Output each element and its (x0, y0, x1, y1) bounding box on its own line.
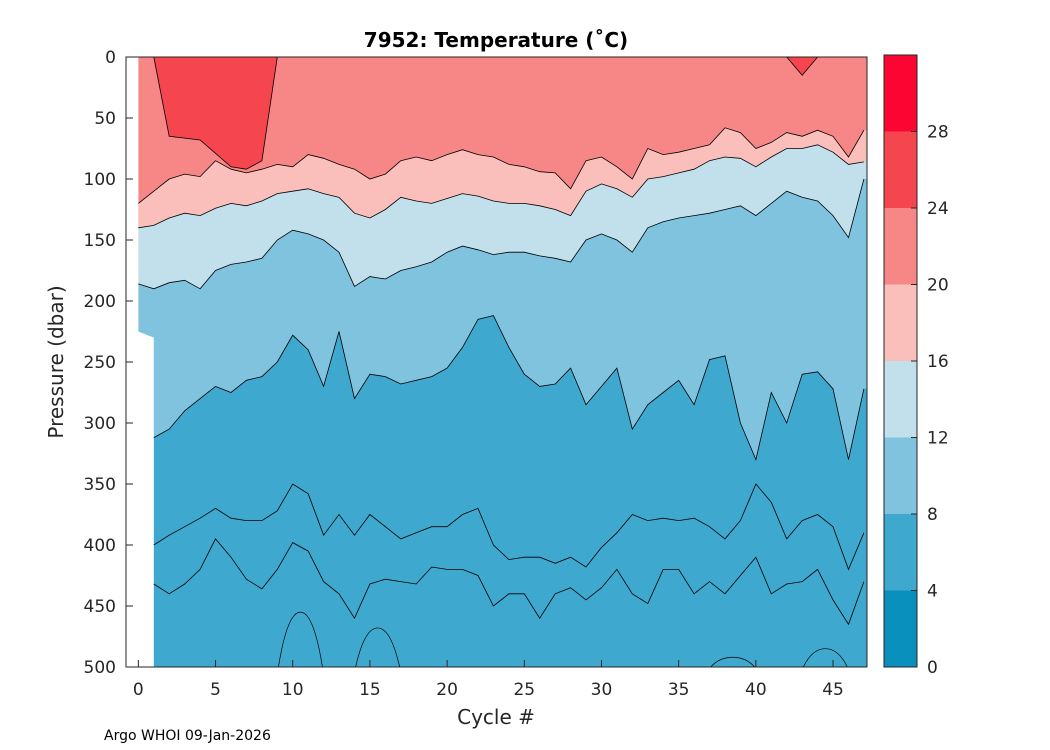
y-tick-label: 100 (84, 170, 116, 190)
colorbar-segment (884, 437, 917, 514)
y-tick-label: 450 (84, 597, 116, 617)
isotherm-24 (138, 57, 864, 170)
y-tick-label: 200 (84, 292, 116, 312)
y-tick-label: 250 (84, 353, 116, 373)
isotherm-16 (138, 144, 864, 229)
colorbar-tick-label: 12 (927, 429, 949, 449)
footer-credit: Argo WHOI 09-Jan-2026 (104, 728, 271, 744)
isotherm-6 (153, 483, 865, 571)
x-tick-label: 15 (359, 680, 381, 700)
x-tick-label: 40 (745, 680, 767, 700)
colorbar-segment (884, 208, 917, 285)
colorbar-segment (884, 55, 917, 132)
y-tick-label: 50 (94, 109, 116, 129)
x-axis: 0 5 10 15 20 25 30 35 40 45 (133, 660, 844, 700)
colorbar-tick-label: 4 (927, 582, 938, 602)
isotherm-20 (138, 127, 865, 204)
y-tick-label: 0 (105, 48, 116, 68)
colorbar: 0 4 8 12 16 20 24 28 (883, 54, 949, 678)
x-tick-label: 35 (668, 680, 690, 700)
y-tick-label: 500 (84, 658, 116, 678)
cold-patch (278, 611, 323, 667)
colorbar-tick-label: 28 (927, 123, 949, 143)
x-tick-label: 10 (282, 680, 304, 700)
chart-title: 7952: Temperature (˚C) (364, 28, 628, 52)
colorbar-segment (884, 514, 917, 591)
y-axis: 0 50 100 150 200 250 300 350 400 450 500 (84, 48, 133, 678)
y-tick-label: 350 (84, 475, 116, 495)
plot-area (125, 56, 868, 668)
x-tick-label: 45 (822, 680, 844, 700)
isotherm-5 (153, 538, 865, 626)
colorbar-tick-label: 24 (927, 199, 949, 219)
isotherm-12 (138, 178, 865, 290)
colorbar-tick-label: 8 (927, 505, 938, 525)
x-tick-label: 5 (210, 680, 221, 700)
colorbar-tick-label: 16 (927, 352, 949, 372)
x-tick-label: 30 (591, 680, 613, 700)
colorbar-segment (884, 590, 917, 667)
colorbar-tick-label: 0 (927, 658, 938, 678)
y-tick-label: 400 (84, 536, 116, 556)
cold-patch (710, 656, 756, 667)
cold-patch (802, 648, 848, 667)
colorbar-tick-label: 20 (927, 276, 949, 296)
band-below-5 (153, 538, 867, 667)
x-tick-label: 25 (513, 680, 535, 700)
cold-patch (355, 627, 400, 667)
x-tick-label: 0 (133, 680, 144, 700)
colorbar-segment (884, 361, 917, 438)
y-tick-label: 150 (84, 231, 116, 251)
isotherm-8 (153, 315, 865, 461)
colorbar-segment (884, 284, 917, 361)
x-tick-label: 20 (436, 680, 458, 700)
x-axis-label: Cycle # (457, 705, 535, 729)
y-axis-label: Pressure (dbar) (44, 285, 68, 438)
y-tick-label: 300 (84, 414, 116, 434)
colorbar-segment (884, 131, 917, 208)
